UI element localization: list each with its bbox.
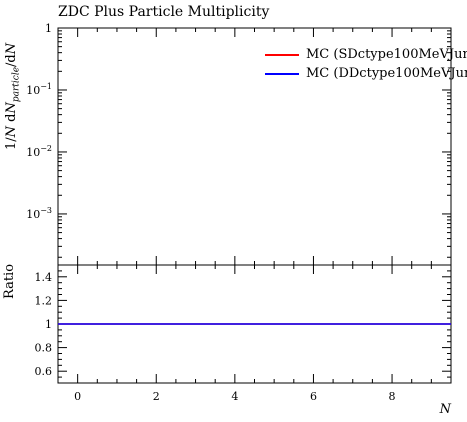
ratio-y-tick-label: 0.8 xyxy=(35,342,53,355)
main-y-tick-label: 1 xyxy=(45,22,52,35)
x-tick-label: 0 xyxy=(74,390,81,403)
ratio-y-tick-label: 1.2 xyxy=(35,294,53,307)
chart-title: ZDC Plus Particle Multiplicity xyxy=(58,4,270,20)
legend-label-sd: MC (SDctype100MeVJune xyxy=(306,47,467,62)
x-tick-label: 8 xyxy=(389,390,396,403)
x-tick-label: 6 xyxy=(310,390,317,403)
ratio-y-tick-label: 1 xyxy=(45,318,52,331)
ratio-y-tick-label: 0.6 xyxy=(35,365,53,378)
ratio-y-tick-label: 1.4 xyxy=(35,271,53,284)
legend-item-dd: MC (DDctype100MeVJune xyxy=(265,64,467,83)
legend-swatch-sd xyxy=(265,53,299,56)
x-axis-label: N xyxy=(439,402,451,417)
x-tick-label: 4 xyxy=(231,390,238,403)
legend-swatch-dd xyxy=(265,72,299,75)
main-y-tick-label: 10−2 xyxy=(26,144,52,159)
legend-label-dd: MC (DDctype100MeVJune xyxy=(306,66,467,81)
main-y-tick-label: 10−1 xyxy=(26,82,52,97)
legend-item-sd: MC (SDctype100MeVJune xyxy=(265,45,467,64)
main-y-tick-label: 10−3 xyxy=(26,206,52,221)
x-tick-label: 2 xyxy=(153,390,160,403)
legend: MC (SDctype100MeVJune MC (DDctype100MeVJ… xyxy=(265,45,467,83)
